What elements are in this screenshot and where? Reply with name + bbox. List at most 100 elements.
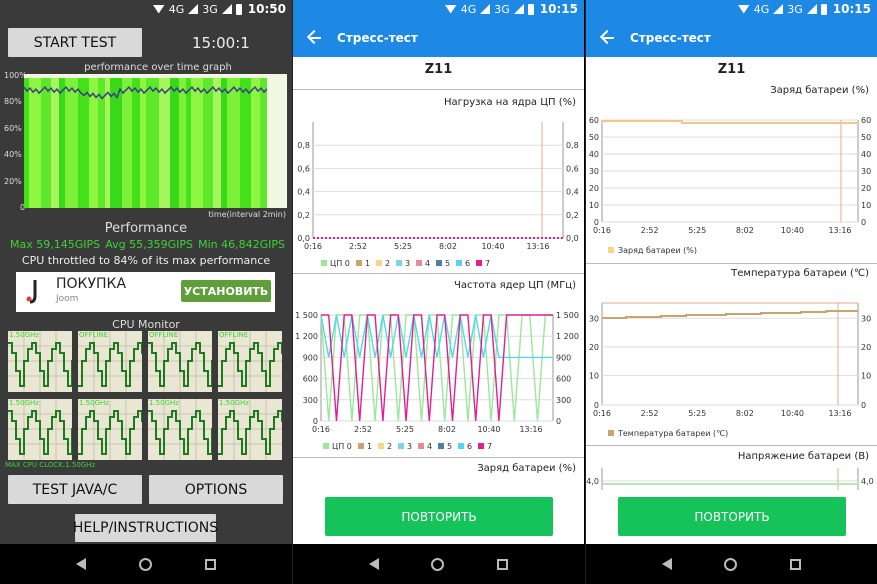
recent-apps-icon[interactable]	[496, 558, 508, 570]
performance-bar	[89, 78, 98, 208]
start-test-button[interactable]: START TEST	[8, 28, 142, 57]
max-gips: Max 59,145GIPS	[10, 238, 101, 251]
y-tick-label-right: 10	[861, 201, 871, 210]
back-arrow-icon[interactable]	[303, 18, 331, 57]
battery-temp-series	[602, 310, 858, 319]
legend-label: 3	[407, 442, 412, 451]
y-tick-label-right: 30	[861, 167, 871, 176]
nav-bar	[586, 544, 877, 584]
legend-label: 5	[445, 259, 450, 268]
y-tick-label: 900	[303, 353, 318, 362]
home-icon[interactable]	[138, 557, 152, 571]
status-bar: 4G 3G 10:50	[0, 0, 292, 18]
y-tick-label-right: 0,6	[566, 164, 579, 173]
legend-label: 1	[367, 442, 372, 451]
signal-icon	[513, 4, 524, 14]
back-icon[interactable]	[662, 558, 673, 570]
y-tick-label: 0,0	[297, 234, 310, 243]
cpu-core-label: 1.50GHz	[9, 331, 39, 339]
cpu-core-label: 1.50GHz	[9, 399, 39, 407]
y-tick-label: 600	[303, 375, 318, 384]
options-button[interactable]: OPTIONS	[149, 475, 283, 504]
x-tick-label: 13:16	[526, 242, 549, 251]
signal-icon	[773, 4, 784, 14]
cpu-monitor-grid: 1.50GHz OFFLINE OFFLINE OFFLINE 1.50GHz 1.50G…	[8, 331, 284, 463]
performance-bar	[213, 78, 221, 208]
performance-bar	[203, 78, 213, 208]
y-tick: 40%	[4, 150, 22, 159]
home-icon[interactable]	[724, 557, 738, 571]
y-tick-label-right: 1 500	[556, 311, 579, 320]
nav-bar	[293, 544, 584, 584]
cpu-core-graph: OFFLINE	[78, 331, 142, 392]
cpu-core-line	[218, 342, 282, 387]
throttling-test-screen: 4G 3G 10:50 START TEST 15:00:1 performan…	[0, 0, 292, 584]
retry-button[interactable]: ПОВТОРИТЬ	[618, 497, 846, 536]
back-icon[interactable]	[369, 558, 380, 570]
clock: 10:15	[832, 2, 871, 16]
recent-apps-icon[interactable]	[204, 558, 216, 570]
back-arrow-icon[interactable]	[596, 18, 624, 57]
retry-button[interactable]: ПОВТОРИТЬ	[325, 497, 553, 536]
performance-bar	[179, 78, 186, 208]
voltage-chart: 4,0 4,0	[586, 468, 874, 490]
legend-swatch	[456, 260, 462, 266]
x-tick-label: 13:16	[519, 425, 542, 434]
performance-bar	[221, 78, 227, 208]
battery-icon	[235, 3, 242, 15]
divider	[293, 457, 584, 458]
test-java-button[interactable]: TEST JAVA/C	[8, 475, 142, 504]
cpu-core-line	[8, 342, 72, 387]
cpu-monitor-title: CPU Monitor	[112, 318, 180, 331]
performance-bar	[78, 78, 89, 208]
network-label: 3G	[202, 2, 218, 16]
legend-label: ЦП 0	[332, 442, 352, 451]
joom-logo-icon	[26, 280, 37, 304]
performance-bar	[132, 78, 140, 208]
cpu-core-graph: 1.50GHz	[148, 399, 212, 460]
cpu-core-label: OFFLINE	[219, 331, 249, 339]
x-tick-label: 0:16	[593, 409, 611, 418]
x-tick-label: 5:25	[394, 242, 412, 251]
performance-bar	[170, 78, 179, 208]
y-tick-label-right: 40	[861, 150, 871, 159]
legend-swatch	[398, 443, 404, 449]
x-tick-label: 8:02	[736, 409, 754, 418]
x-tick-label: 0:16	[593, 226, 611, 235]
y-tick-label-right: 300	[556, 396, 571, 405]
legend-swatch	[321, 260, 327, 266]
legend-swatch	[376, 260, 382, 266]
device-name: Z11	[424, 62, 453, 77]
status-bar: 4G 3G 10:15	[293, 0, 584, 18]
home-icon[interactable]	[431, 557, 445, 571]
cpu-load-title: Нагрузка на ядра ЦП (%)	[443, 97, 576, 108]
signal-icon	[480, 4, 491, 14]
y-tick-label-right: 0,8	[566, 141, 579, 150]
help-instructions-button[interactable]: HELP/INSTRUCTIONS	[73, 514, 218, 542]
x-tick-label: 2:52	[641, 226, 659, 235]
legend-swatch	[416, 260, 422, 266]
signal-icon	[806, 4, 817, 14]
y-tick-label: 4,0	[586, 477, 599, 486]
throttle-summary: CPU throttled to 84% of its max performa…	[21, 254, 271, 267]
performance-stats: Max 59,145GIPS Avg 55,359GIPS Min 46,842…	[10, 238, 285, 251]
back-icon[interactable]	[76, 558, 87, 570]
cpu-core-graph: 1.50GHz	[8, 331, 72, 392]
signal-icon	[188, 4, 199, 14]
max-cpu-clock: MAX CPU CLOCK:1.50GHz	[5, 461, 96, 469]
battery-icon	[820, 3, 827, 15]
ad-subtitle: Joom	[56, 294, 79, 304]
ad-install-button[interactable]: УСТАНОВИТЬ	[181, 280, 271, 302]
y-tick-label-right: 4,0	[861, 477, 874, 486]
cpu-core-line	[148, 410, 212, 455]
y-tick-label: 10	[589, 371, 599, 380]
recent-apps-icon[interactable]	[789, 558, 801, 570]
cpu-core-label: 1.50GHz	[149, 399, 179, 407]
performance-bar	[191, 78, 203, 208]
y-tick-label-right: 0	[556, 417, 561, 426]
stress-test-cpu-screen: 4G 3G 10:15 Стресс-тест Z11 Нагрузка на …	[292, 0, 584, 584]
ad-banner[interactable]: ПОКУПКА Joom УСТАНОВИТЬ	[16, 272, 275, 312]
performance-bar	[227, 78, 240, 208]
